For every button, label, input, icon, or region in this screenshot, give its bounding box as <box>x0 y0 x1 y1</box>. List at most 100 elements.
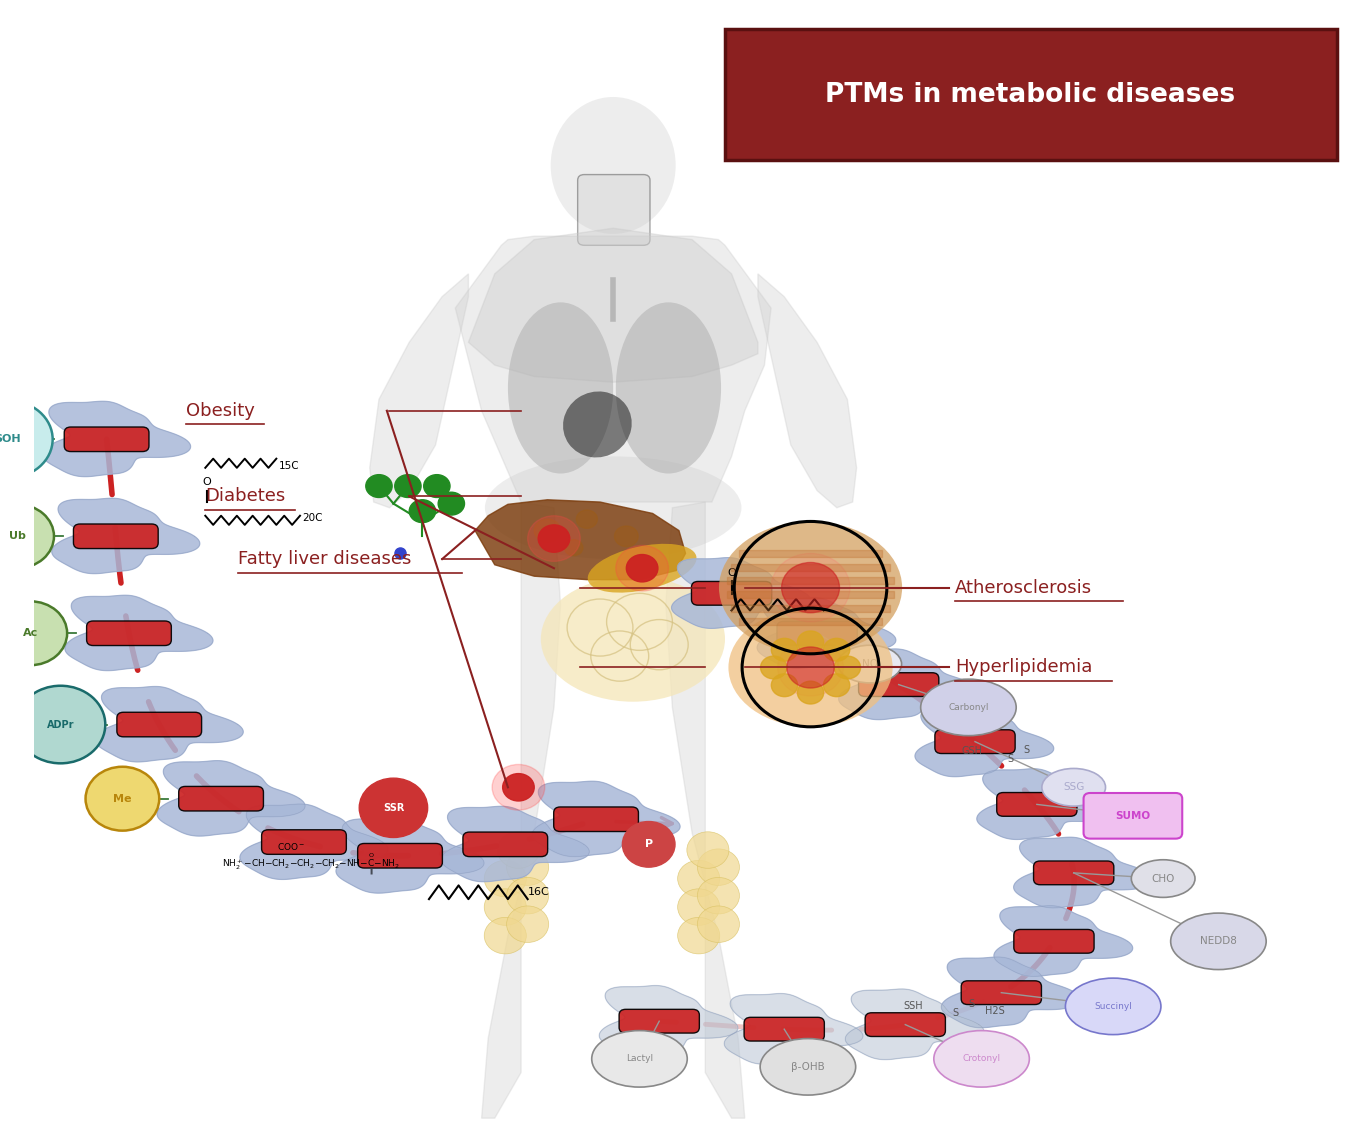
Ellipse shape <box>934 1030 1029 1087</box>
FancyBboxPatch shape <box>725 29 1336 160</box>
Circle shape <box>771 638 798 661</box>
Circle shape <box>687 832 729 868</box>
Polygon shape <box>915 706 1054 777</box>
Circle shape <box>485 917 526 954</box>
FancyBboxPatch shape <box>620 1010 699 1033</box>
Polygon shape <box>994 906 1133 977</box>
Polygon shape <box>370 274 468 508</box>
FancyBboxPatch shape <box>691 582 772 605</box>
Polygon shape <box>336 818 483 893</box>
FancyBboxPatch shape <box>859 673 938 696</box>
Circle shape <box>678 889 720 925</box>
Polygon shape <box>724 994 863 1065</box>
Ellipse shape <box>587 544 697 592</box>
Polygon shape <box>599 986 738 1057</box>
Polygon shape <box>482 502 560 1118</box>
FancyBboxPatch shape <box>1014 930 1094 953</box>
Text: GSH: GSH <box>963 746 983 755</box>
Polygon shape <box>672 558 810 629</box>
Polygon shape <box>757 274 857 508</box>
Polygon shape <box>455 236 771 502</box>
Text: S: S <box>952 1009 958 1018</box>
Circle shape <box>16 686 105 763</box>
Ellipse shape <box>591 1030 687 1087</box>
FancyBboxPatch shape <box>86 621 171 646</box>
Circle shape <box>506 849 548 885</box>
Text: Hyperlipidemia: Hyperlipidemia <box>956 658 1092 677</box>
Text: P: P <box>645 840 653 849</box>
FancyBboxPatch shape <box>73 524 158 549</box>
Polygon shape <box>468 228 757 382</box>
Ellipse shape <box>1065 978 1161 1035</box>
FancyBboxPatch shape <box>778 622 857 645</box>
FancyBboxPatch shape <box>744 1018 825 1041</box>
Text: S: S <box>968 1000 975 1009</box>
Polygon shape <box>845 989 984 1060</box>
Ellipse shape <box>508 302 613 474</box>
Ellipse shape <box>1131 860 1195 897</box>
Polygon shape <box>96 687 243 762</box>
Circle shape <box>576 510 598 528</box>
Polygon shape <box>532 782 680 857</box>
Text: NO: NO <box>861 659 878 669</box>
Text: SSG: SSG <box>1062 783 1084 792</box>
FancyBboxPatch shape <box>262 830 347 855</box>
Circle shape <box>85 767 159 831</box>
Circle shape <box>698 849 740 885</box>
FancyBboxPatch shape <box>1034 861 1114 884</box>
FancyBboxPatch shape <box>1084 793 1183 839</box>
Circle shape <box>539 525 570 552</box>
Polygon shape <box>666 502 745 1118</box>
Circle shape <box>771 674 798 697</box>
FancyBboxPatch shape <box>65 427 148 452</box>
Circle shape <box>678 860 720 897</box>
Text: 16C: 16C <box>528 888 549 897</box>
Polygon shape <box>441 807 589 882</box>
Circle shape <box>409 500 436 523</box>
Ellipse shape <box>616 302 721 474</box>
Ellipse shape <box>541 576 725 702</box>
Polygon shape <box>977 769 1115 840</box>
Ellipse shape <box>729 608 892 727</box>
Polygon shape <box>43 402 190 477</box>
Text: 20C: 20C <box>302 513 323 523</box>
Text: Carbonyl: Carbonyl <box>948 703 988 712</box>
Circle shape <box>678 917 720 954</box>
Circle shape <box>787 647 834 688</box>
FancyBboxPatch shape <box>936 730 1015 753</box>
Circle shape <box>0 400 53 478</box>
Ellipse shape <box>485 456 741 559</box>
Circle shape <box>798 681 823 704</box>
Circle shape <box>698 877 740 914</box>
Text: SUMO: SUMO <box>1115 811 1150 820</box>
FancyBboxPatch shape <box>358 843 443 868</box>
Text: Fatty liver diseases: Fatty liver diseases <box>238 550 412 568</box>
Text: Obesity: Obesity <box>185 402 254 420</box>
Circle shape <box>698 906 740 942</box>
Polygon shape <box>475 500 686 580</box>
Text: SSR: SSR <box>383 803 404 812</box>
Text: Succinyl: Succinyl <box>1095 1002 1133 1011</box>
Circle shape <box>834 656 860 679</box>
Polygon shape <box>1014 837 1153 908</box>
Text: PTMs in metabolic diseases: PTMs in metabolic diseases <box>825 82 1235 107</box>
Circle shape <box>0 601 68 665</box>
Circle shape <box>502 774 535 801</box>
Text: O: O <box>728 568 736 578</box>
Polygon shape <box>941 957 1080 1028</box>
Circle shape <box>528 516 580 561</box>
Text: Me: Me <box>113 794 132 803</box>
FancyBboxPatch shape <box>578 175 649 245</box>
Circle shape <box>535 519 560 542</box>
Circle shape <box>506 877 548 914</box>
Circle shape <box>394 475 421 497</box>
Circle shape <box>359 778 428 837</box>
Text: ADPr: ADPr <box>47 720 74 729</box>
Text: β-OHB: β-OHB <box>791 1062 825 1071</box>
Circle shape <box>626 555 657 582</box>
Text: Ac: Ac <box>23 629 38 638</box>
Circle shape <box>497 832 540 868</box>
Text: Diabetes: Diabetes <box>205 487 286 505</box>
Ellipse shape <box>563 391 632 458</box>
Ellipse shape <box>720 521 902 654</box>
